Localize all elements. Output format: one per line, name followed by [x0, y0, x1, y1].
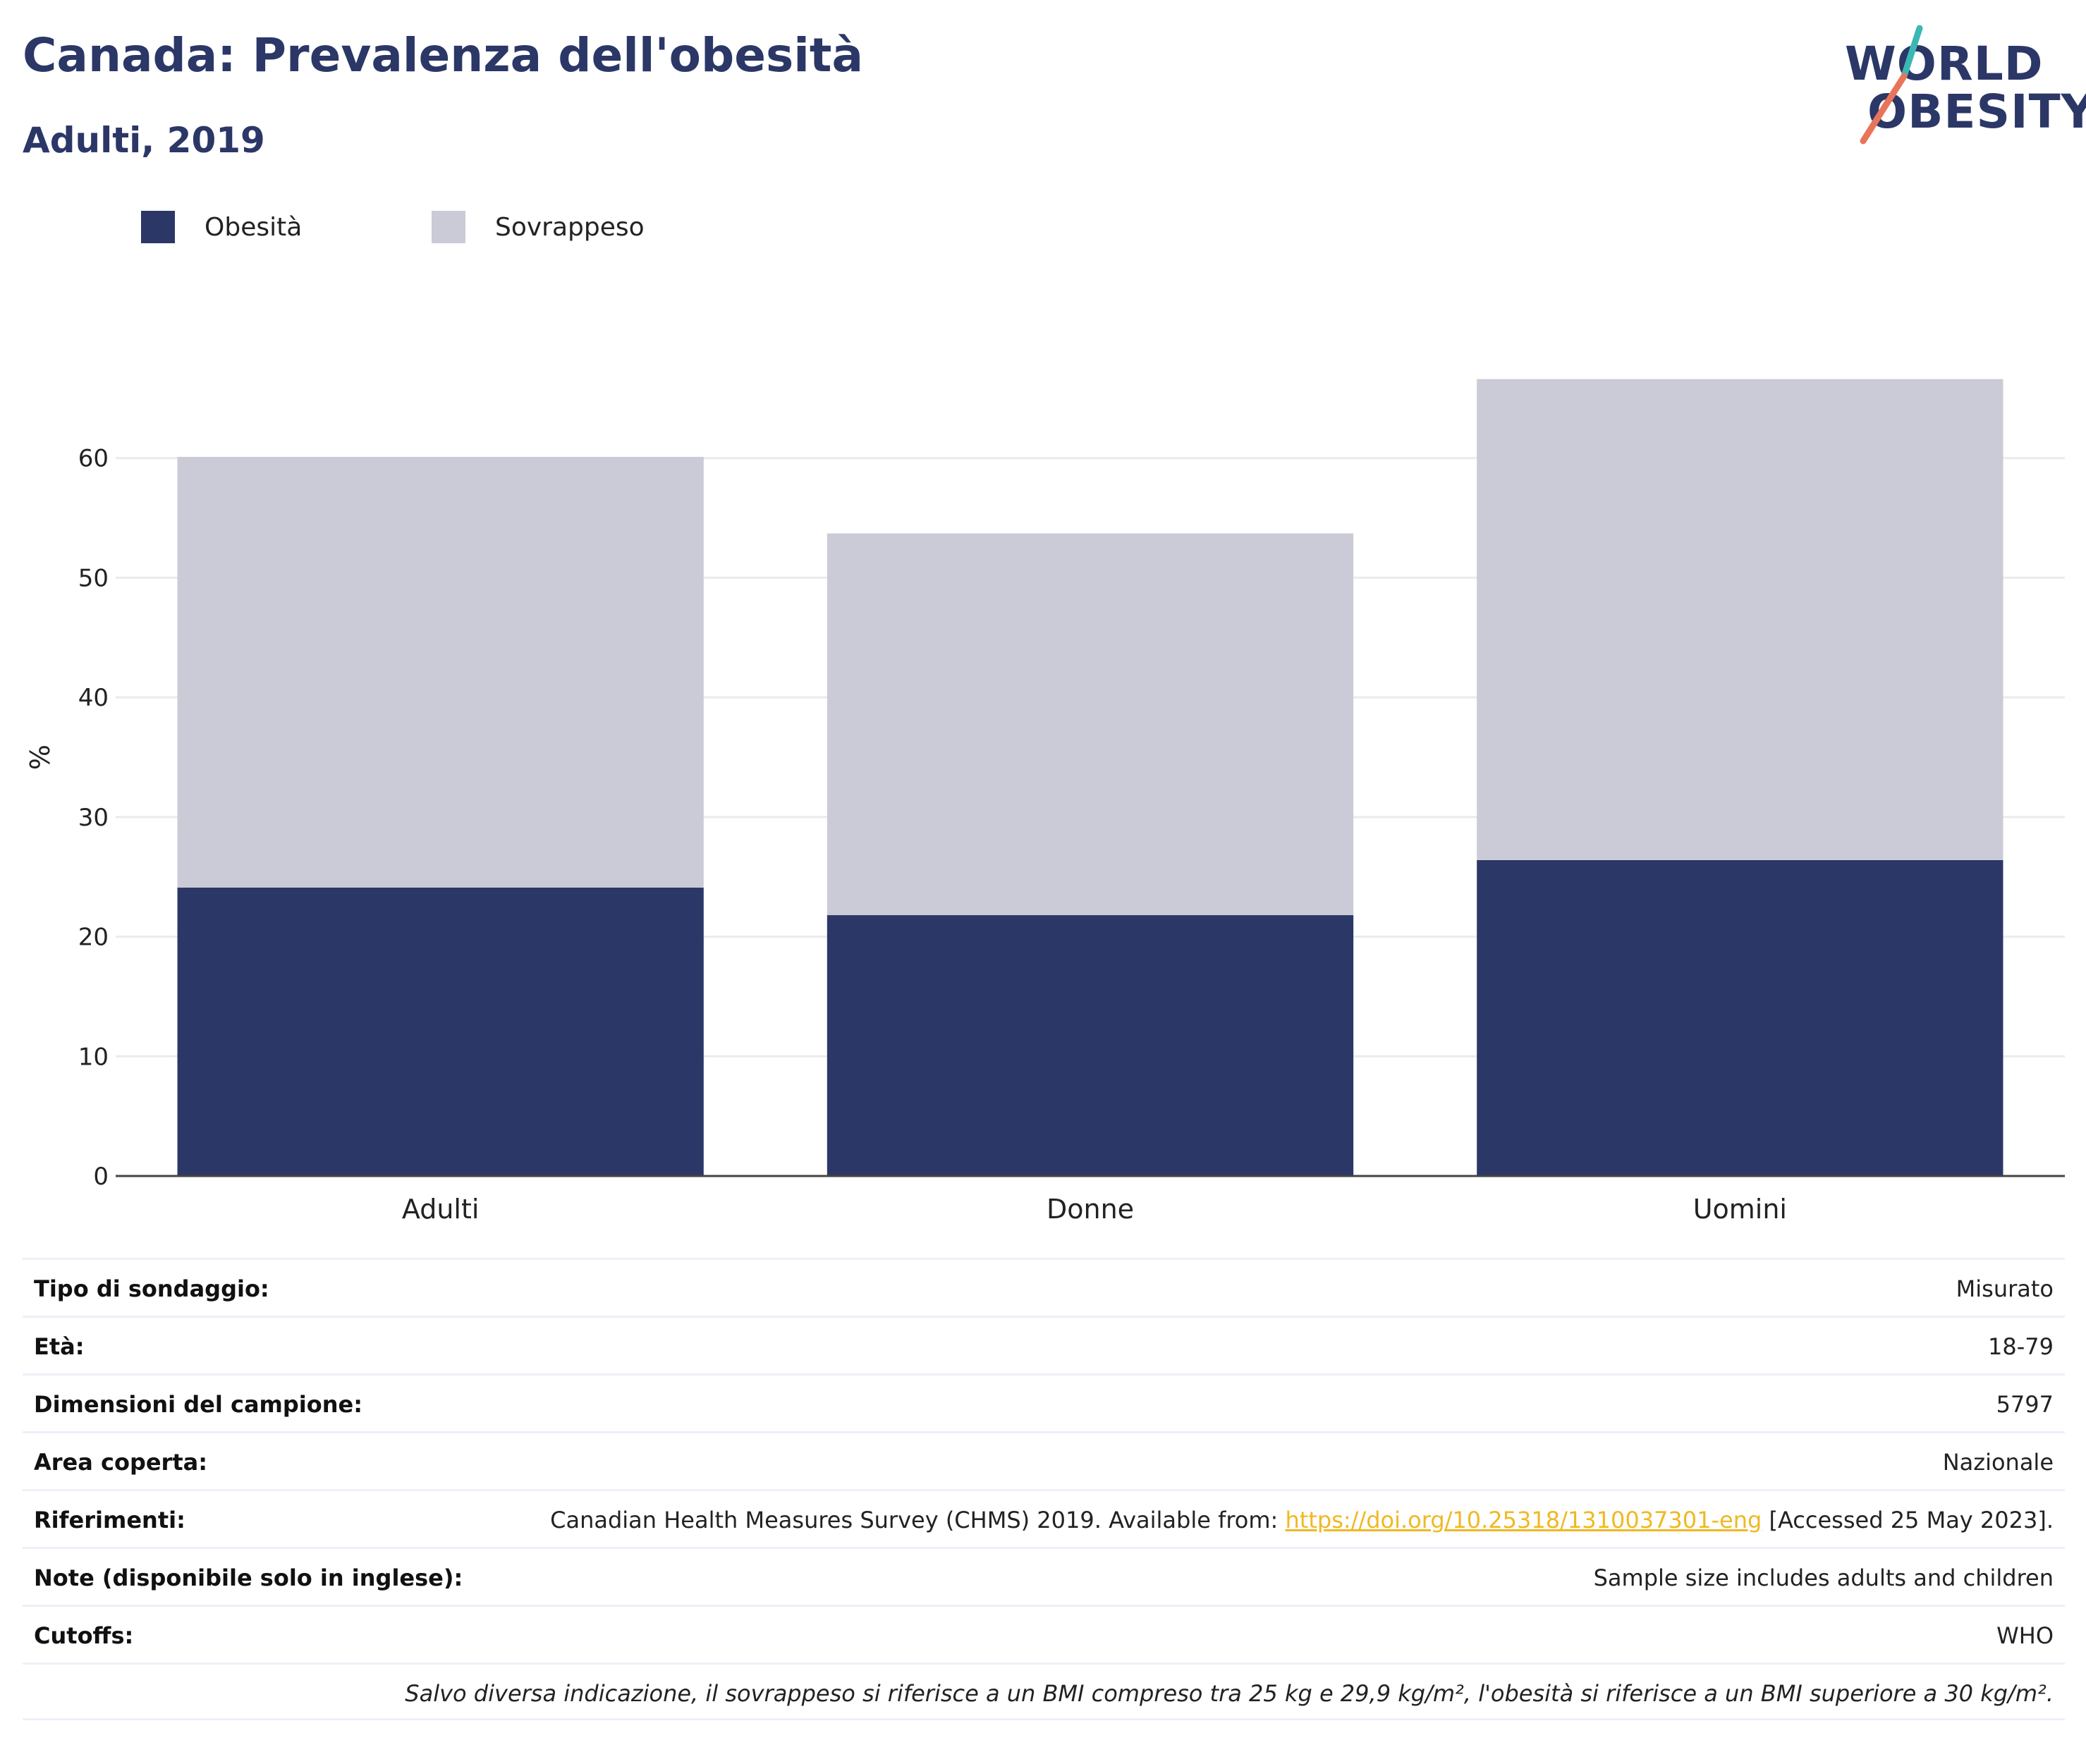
chart-subtitle: Adulti, 2019 — [23, 120, 265, 161]
info-value-survey-type: Misurato — [1956, 1275, 2054, 1302]
logo-slash-icon — [1860, 25, 1923, 145]
bar-overweight — [827, 533, 1354, 916]
y-tick-label: 10 — [78, 1043, 109, 1071]
info-value-area: Nazionale — [1942, 1449, 2054, 1476]
info-row-references: Riferimenti: Canadian Health Measures Su… — [23, 1489, 2065, 1547]
y-tick-label: 60 — [78, 445, 109, 473]
info-value-age: 18-79 — [1988, 1333, 2054, 1360]
bar-overweight — [177, 457, 704, 888]
info-footnote: Salvo diversa indicazione, il sovrappeso… — [405, 1680, 2054, 1707]
info-label-notes: Note (disponibile solo in inglese): — [34, 1564, 463, 1591]
y-tick-label: 50 — [78, 564, 109, 592]
bar-obesity — [177, 887, 704, 1176]
bar-obesity — [1477, 859, 2003, 1176]
info-row-survey-type: Tipo di sondaggio: Misurato — [23, 1258, 2065, 1316]
bar-overweight — [1477, 379, 2003, 860]
info-label-age: Età: — [34, 1333, 85, 1360]
info-row-notes: Note (disponibile solo in inglese): Samp… — [23, 1547, 2065, 1605]
info-label-area: Area coperta: — [34, 1449, 208, 1476]
logo-text-world: WORLD — [1845, 37, 2044, 91]
info-row-footnote: Salvo diversa indicazione, il sovrappeso… — [23, 1662, 2065, 1720]
y-tick-label: 20 — [78, 924, 109, 952]
world-obesity-logo: WORLD OBESITY — [1834, 20, 2086, 154]
info-label-cutoffs: Cutoffs: — [34, 1622, 134, 1649]
y-tick-label: 30 — [78, 804, 109, 832]
chart-title: Canada: Prevalenza dell'obesità — [23, 28, 863, 82]
y-tick-label: 40 — [78, 684, 109, 712]
reference-accessed: [Accessed 25 May 2023]. — [1762, 1507, 2054, 1533]
x-tick-label: Adulti — [402, 1194, 480, 1225]
stacked-bar-chart: 0 10 20 30 40 50 60% Adulti Donne Uomini — [25, 379, 2065, 1225]
y-tick-label: 0 — [93, 1163, 109, 1191]
info-label-references: Riferimenti: — [34, 1507, 185, 1533]
info-label-sample-size: Dimensioni del campione: — [34, 1391, 363, 1418]
info-value-notes: Sample size includes adults and children — [1593, 1564, 2054, 1591]
x-tick-label: Donne — [1047, 1194, 1134, 1225]
info-value-cutoffs: WHO — [1996, 1622, 2054, 1649]
bar-obesity — [827, 915, 1354, 1176]
legend-swatch-overweight — [432, 211, 465, 243]
info-value-references: Canadian Health Measures Survey (CHMS) 2… — [550, 1507, 2054, 1533]
info-row-cutoffs: Cutoffs: WHO — [23, 1605, 2065, 1662]
legend-label-obesity: Obesità — [205, 213, 303, 242]
info-label-survey-type: Tipo di sondaggio: — [34, 1275, 269, 1302]
legend-swatch-obesity — [141, 211, 175, 243]
logo-text-obesity: OBESITY — [1867, 85, 2086, 139]
reference-text: Canadian Health Measures Survey (CHMS) 2… — [550, 1507, 1286, 1533]
reference-link[interactable]: https://doi.org/10.25318/1310037301-eng — [1285, 1507, 1762, 1533]
info-row-area: Area coperta: Nazionale — [23, 1431, 2065, 1489]
info-row-age: Età: 18-79 — [23, 1316, 2065, 1373]
legend-label-overweight: Sovrappeso — [495, 213, 645, 242]
survey-info-table: Tipo di sondaggio: Misurato Età: 18-79 D… — [23, 1258, 2065, 1720]
info-value-sample-size: 5797 — [1996, 1391, 2054, 1418]
info-row-sample-size: Dimensioni del campione: 5797 — [23, 1373, 2065, 1431]
x-tick-label: Uomini — [1693, 1194, 1787, 1225]
y-axis-label: % — [25, 745, 56, 770]
